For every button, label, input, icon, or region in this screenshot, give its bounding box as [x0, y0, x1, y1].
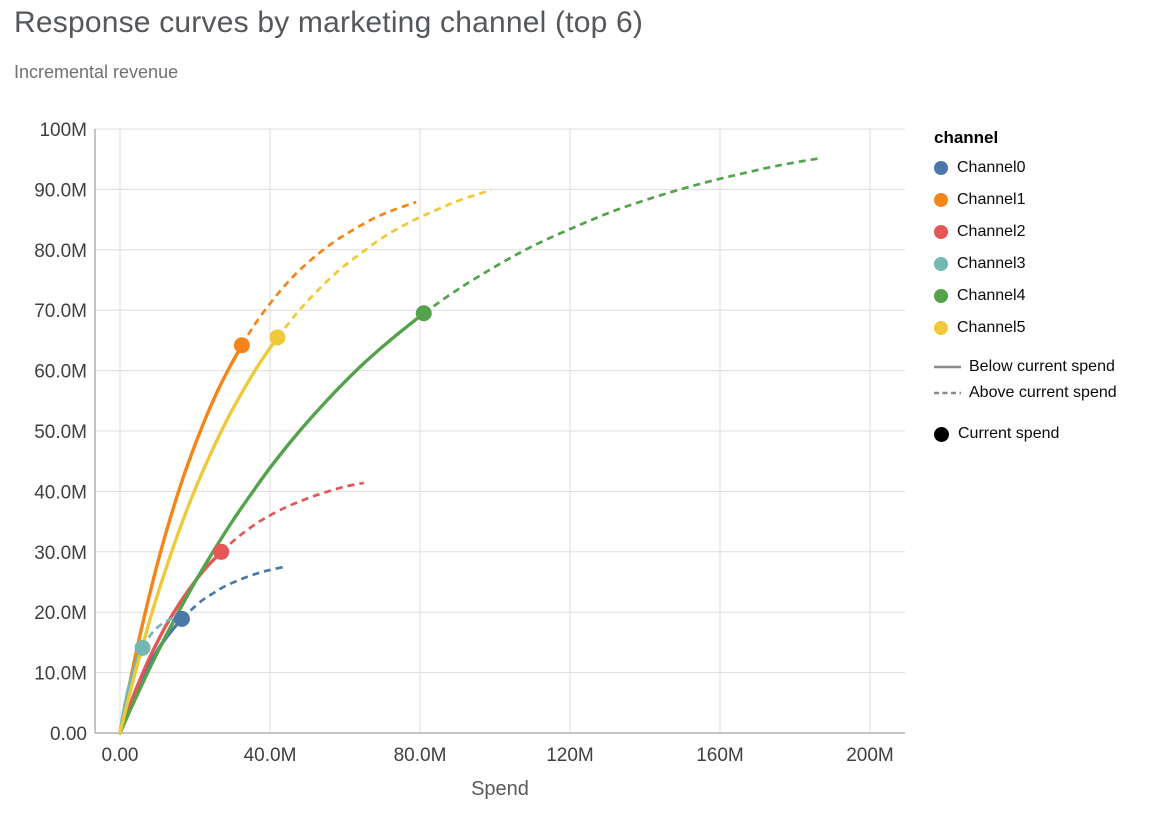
current-spend-dot-icon: [934, 426, 949, 442]
legend-line-style-entries: Below current spend Above current spend: [934, 354, 1162, 406]
legend-swatch-channel5-icon: [934, 321, 948, 335]
legend-label: Current spend: [958, 425, 1060, 442]
current-spend-dot-channel5: [269, 329, 286, 346]
y-tick-label: 50.0M: [34, 422, 87, 443]
x-axis-title: Spend: [471, 778, 529, 800]
x-tick-label: 160M: [696, 745, 744, 766]
legend: channel Channel0 Channel1 Channel2 Channel3…: [934, 128, 1162, 450]
x-tick-label: 0.00: [102, 745, 139, 766]
legend-label: Below current spend: [969, 358, 1115, 375]
legend-item-channel3: Channel3: [934, 248, 1162, 280]
curve-channel3-above: [141, 614, 181, 649]
x-tick-label: 80.0M: [394, 745, 447, 766]
chart-subtitle: Incremental revenue: [14, 62, 179, 82]
y-tick-label: 90.0M: [34, 180, 87, 201]
x-tick-label: 120M: [546, 745, 594, 766]
x-tick-label: 40.0M: [244, 745, 297, 766]
legend-item-channel1: Channel1: [934, 184, 1162, 216]
legend-swatch-channel4-icon: [934, 289, 948, 303]
curve-channel0-above: [180, 564, 288, 620]
legend-label: Channel3: [957, 255, 1026, 272]
legend-label: Channel0: [957, 159, 1026, 176]
curve-channel1-below: [118, 343, 244, 735]
legend-item-channel5: Channel5: [934, 312, 1162, 344]
curve-channel2-below: [118, 550, 223, 735]
legend-label: Above current spend: [969, 384, 1117, 401]
y-tick-label: 100M: [39, 120, 87, 141]
solid-line-icon: [934, 365, 961, 369]
y-tick-label: 60.0M: [34, 362, 87, 383]
y-tick-label: 80.0M: [34, 241, 87, 262]
response-curves-plot: 0.00 10.0M 20.0M 30.0M 40.0M 50.0M 60.0M 70.0M 8…: [34, 120, 905, 800]
current-spend-dot-channel3: [134, 639, 151, 656]
y-tick-label: 20.0M: [34, 603, 87, 624]
legend-swatch-channel1-icon: [934, 193, 948, 207]
legend-item-current-spend: Current spend: [934, 418, 1162, 450]
current-spend-dot-channel2: [213, 543, 230, 560]
legend-item-channel4: Channel4: [934, 280, 1162, 312]
legend-item-below-current-spend: Below current spend: [934, 354, 1162, 380]
legend-title: channel: [934, 128, 999, 147]
curve-channel1-above: [240, 200, 417, 346]
legend-current-spend-entry: Current spend: [934, 418, 1162, 450]
current-spend-dot-channel1: [233, 337, 250, 354]
legend-item-channel0: Channel0: [934, 152, 1162, 184]
dashed-line-icon: [934, 391, 961, 395]
curve-channel5-below: [118, 335, 280, 735]
legend-swatch-channel0-icon: [934, 161, 948, 175]
legend-swatch-channel2-icon: [934, 225, 948, 239]
legend-label: Channel5: [957, 319, 1026, 336]
chart-title: Response curves by marketing channel (to…: [14, 6, 644, 39]
legend-label: Channel2: [957, 223, 1026, 240]
gridlines: [95, 128, 905, 734]
legend-label: Channel1: [957, 191, 1026, 208]
y-tick-label: 40.0M: [34, 482, 87, 503]
legend-channel-entries: Channel0 Channel1 Channel2 Channel3 Channel4…: [934, 152, 1162, 344]
legend-item-channel2: Channel2: [934, 216, 1162, 248]
curve-channel5-above: [276, 188, 492, 339]
legend-item-above-current-spend: Above current spend: [934, 380, 1162, 406]
legend-label: Channel4: [957, 287, 1026, 304]
x-tick-label: 200M: [846, 745, 894, 766]
curve-channel4-above: [423, 156, 822, 315]
current-spend-dot-channel4: [415, 305, 432, 322]
y-tick-label: 10.0M: [34, 664, 87, 685]
curve-channel4-below: [118, 311, 426, 735]
y-tick-label: 70.0M: [34, 301, 87, 322]
y-tick-label: 0.00: [50, 724, 87, 745]
curve-channel2-above: [220, 481, 365, 553]
legend-swatch-channel3-icon: [934, 257, 948, 271]
current-spend-dot-channel0: [173, 610, 190, 627]
y-tick-label: 30.0M: [34, 543, 87, 564]
